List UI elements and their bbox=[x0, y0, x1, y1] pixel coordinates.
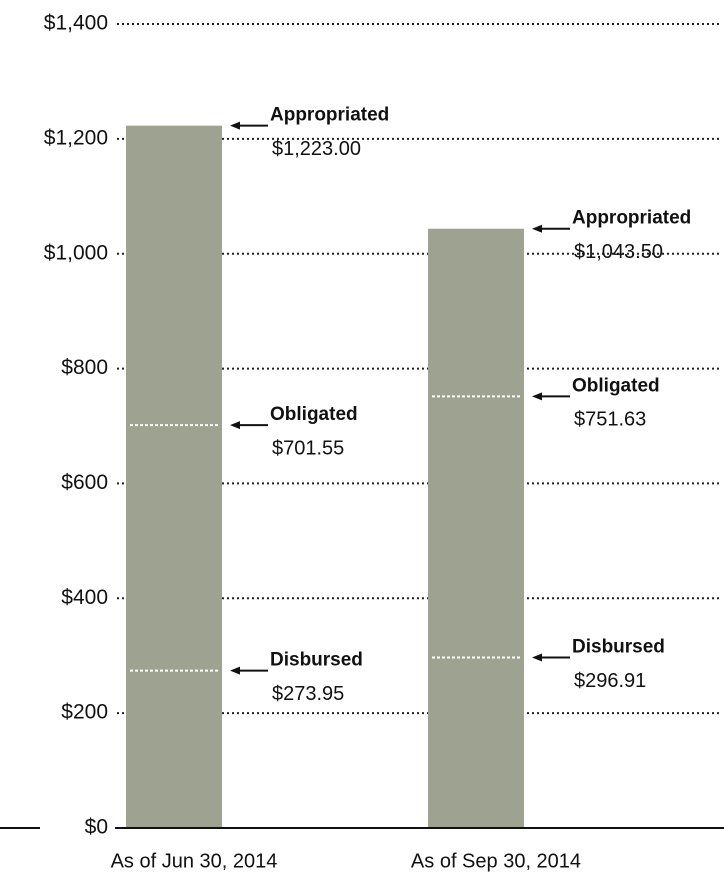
annotation-name: Appropriated bbox=[572, 208, 691, 229]
annotation-value: $1,223.00 bbox=[272, 138, 361, 160]
y-tick-label: $400 bbox=[61, 586, 108, 609]
arrow-head bbox=[230, 121, 240, 130]
x-tick-label: As of Jun 30, 2014 bbox=[111, 850, 278, 872]
y-tick-label: $1,200 bbox=[44, 126, 108, 149]
bar bbox=[126, 125, 222, 829]
arrow-head bbox=[532, 224, 542, 233]
annotation-name: Disbursed bbox=[270, 650, 363, 671]
arrow-head bbox=[532, 653, 542, 662]
annotation-name: Disbursed bbox=[572, 637, 665, 658]
annotation-value: $701.55 bbox=[272, 437, 344, 459]
annotation-name: Obligated bbox=[270, 404, 358, 425]
arrow-head bbox=[532, 392, 542, 401]
annotation-name: Appropriated bbox=[270, 105, 389, 126]
y-tick-label: $200 bbox=[61, 701, 108, 724]
y-tick-label: $600 bbox=[61, 471, 108, 494]
annotation-value: $1,043.50 bbox=[574, 241, 663, 263]
y-tick-label: $800 bbox=[61, 356, 108, 379]
bar bbox=[428, 228, 524, 829]
x-tick-label: As of Sep 30, 2014 bbox=[411, 850, 581, 872]
annotation-name: Obligated bbox=[572, 375, 660, 396]
y-tick-label: $0 bbox=[85, 816, 108, 839]
y-tick-label: $1,400 bbox=[44, 12, 108, 35]
annotation-value: $751.63 bbox=[574, 409, 646, 431]
arrow-head bbox=[230, 421, 240, 430]
arrow-head bbox=[230, 666, 240, 675]
annotation-value: $296.91 bbox=[574, 670, 646, 692]
annotation-value: $273.95 bbox=[272, 683, 344, 705]
y-tick-label: $1,000 bbox=[44, 241, 108, 264]
